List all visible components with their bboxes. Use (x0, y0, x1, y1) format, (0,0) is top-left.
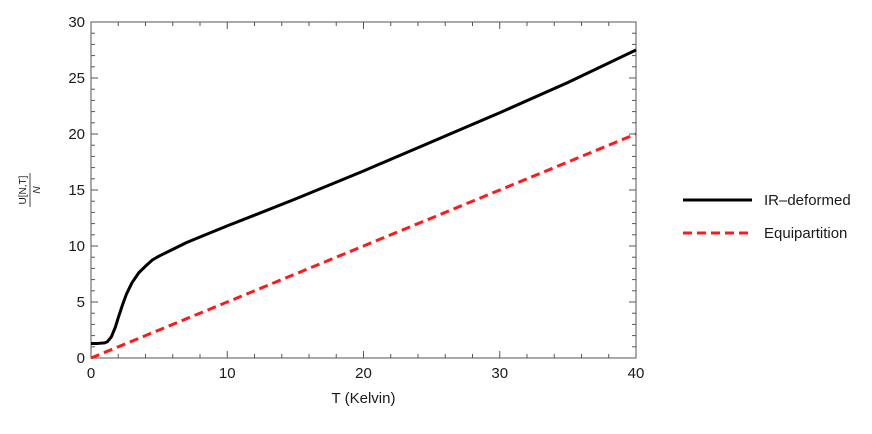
x-tick-label: 0 (87, 365, 95, 382)
y-axis-label-numerator: U[N,T] (18, 175, 29, 204)
plot-frame (90, 21, 637, 359)
series-line-ir-deformed (91, 48, 637, 345)
legend-label-equipartition: Equipartition (764, 225, 847, 242)
y-tick-label: 10 (68, 238, 85, 255)
y-tick-label: 5 (77, 294, 85, 311)
legend: IR–deformed Equipartition (683, 192, 851, 242)
x-tick-label: 30 (491, 365, 508, 382)
x-tick-label: 20 (355, 365, 372, 382)
y-tick-label: 0 (77, 350, 85, 367)
x-tick-label: 10 (219, 365, 236, 382)
series-line-equipartition (90, 132, 637, 360)
legend-label-ir-deformed: IR–deformed (764, 192, 851, 209)
x-axis: 0 10 20 30 40 (87, 22, 645, 382)
x-tick-label: 40 (628, 365, 645, 382)
y-tick-label: 30 (68, 14, 85, 31)
series-layer (90, 48, 637, 360)
y-axis-label: U[N,T] N (18, 173, 43, 207)
y-tick-label: 25 (68, 70, 85, 87)
x-axis-label: T (Kelvin) (332, 390, 396, 407)
y-tick-label: 15 (68, 182, 85, 199)
plot-border (90, 21, 637, 359)
y-axis: 0 5 10 15 20 25 30 (68, 14, 636, 367)
y-tick-label: 20 (68, 126, 85, 143)
y-axis-label-denominator: N (32, 186, 43, 194)
